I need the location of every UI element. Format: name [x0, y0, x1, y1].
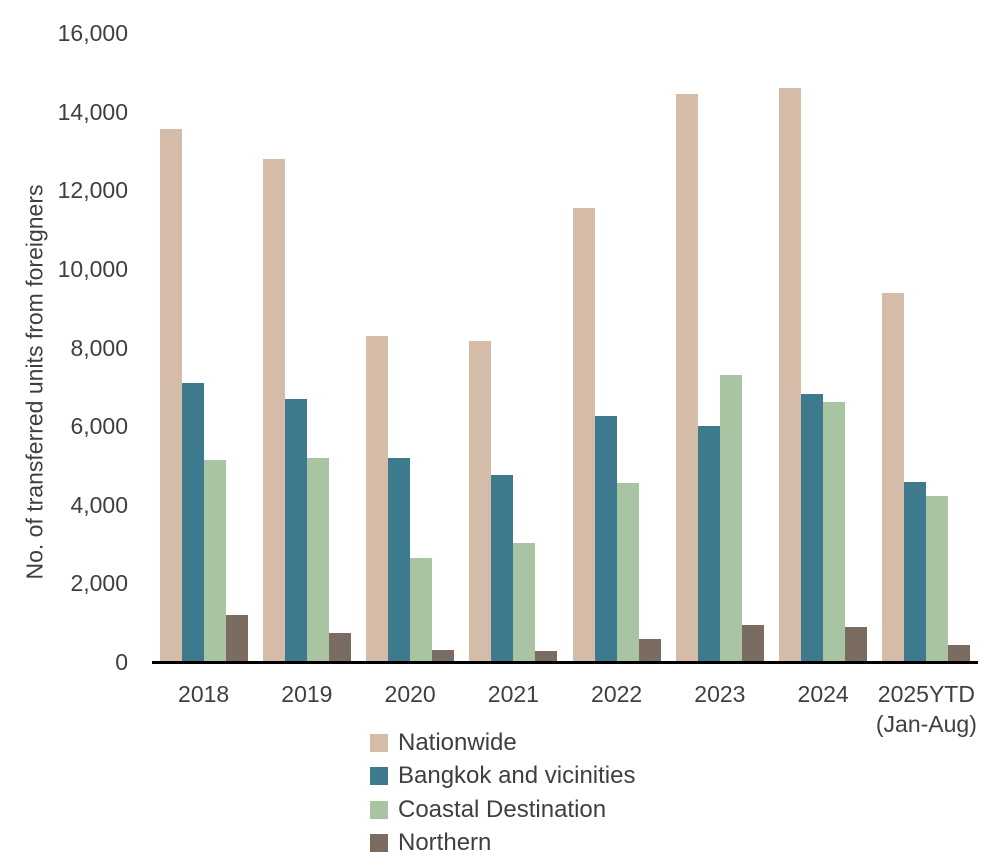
legend-label-bangkok-and-vicinities: Bangkok and vicinities	[398, 762, 636, 790]
y-tick-label-2-000: 2,000	[70, 570, 128, 597]
bar-group-2023	[668, 33, 771, 662]
legend-item-northern: Northern	[370, 827, 635, 861]
y-tick-label-6-000: 6,000	[70, 413, 128, 440]
x-tick-label-2019: 2019	[281, 681, 333, 707]
legend-swatch-nationwide	[370, 733, 388, 752]
bar-group-2018	[152, 33, 255, 662]
bar-bangkok-and-vicinities-2022	[594, 415, 617, 662]
bar-nationwide-2021	[469, 340, 492, 662]
bar-nationwide-2023	[675, 93, 698, 662]
y-tick-label-16-000: 16,000	[57, 20, 128, 46]
bar-bangkok-and-vicinities-2018	[181, 382, 204, 662]
bar-northern-2018	[225, 614, 248, 662]
x-tick-label-2023: 2023	[694, 681, 746, 707]
bar-nationwide-2018	[159, 129, 182, 662]
x-tick-label-2020: 2020	[384, 681, 436, 707]
bar-northern-2022	[638, 639, 661, 662]
bar-group-2025ytd-jan-aug	[875, 33, 978, 662]
bar-coastal-destination-2019	[306, 457, 329, 662]
bar-northern-2020	[432, 649, 455, 662]
bar-coastal-destination-2021	[513, 542, 536, 662]
y-tick-label-10-000: 10,000	[57, 255, 128, 282]
legend-swatch-bangkok-and-vicinities	[370, 767, 388, 786]
bar-nationwide-2020	[366, 335, 389, 662]
legend-label-northern: Northern	[398, 829, 492, 857]
bar-group-2020	[359, 33, 462, 662]
legend: Nationwide Bangkok and vicinities Coastal …	[370, 726, 635, 860]
bar-coastal-destination-2024	[823, 401, 846, 662]
y-tick-label-14-000: 14,000	[57, 98, 128, 125]
bar-coastal-destination-2023	[719, 375, 742, 662]
bar-bangkok-and-vicinities-2025ytd-jan-aug	[904, 482, 927, 662]
bar-nationwide-2019	[262, 158, 285, 662]
bar-group-2022	[565, 33, 668, 662]
bar-bangkok-and-vicinities-2021	[491, 474, 514, 662]
legend-swatch-coastal-destination	[370, 800, 388, 819]
y-tick-label-8-000: 8,000	[70, 334, 128, 361]
x-tick-label-2022: 2022	[591, 681, 643, 707]
plot-area	[152, 33, 978, 662]
bar-group-2024	[772, 33, 875, 662]
bar-northern-2024	[845, 627, 868, 662]
bar-nationwide-2022	[572, 207, 595, 662]
legend-label-nationwide: Nationwide	[398, 728, 517, 756]
bar-coastal-destination-2022	[616, 483, 639, 662]
y-tick-label-12-000: 12,000	[57, 177, 128, 204]
x-tick-label-2025ytd-jan-aug: 2025YTD (Jan-Aug)	[875, 681, 977, 737]
legend-item-nationwide: Nationwide	[370, 726, 635, 760]
bar-bangkok-and-vicinities-2024	[801, 393, 824, 662]
y-tick-label-0: 0	[115, 649, 128, 675]
bar-northern-2023	[741, 625, 764, 662]
bar-northern-2025ytd-jan-aug	[948, 645, 971, 662]
legend-label-coastal-destination: Coastal Destination	[398, 795, 607, 823]
bar-group-2019	[255, 33, 358, 662]
legend-swatch-northern	[370, 834, 388, 853]
bar-bangkok-and-vicinities-2019	[284, 398, 307, 662]
y-tick-label-4-000: 4,000	[70, 491, 128, 518]
bar-northern-2019	[328, 633, 351, 662]
bar-coastal-destination-2025ytd-jan-aug	[926, 495, 949, 662]
bar-northern-2021	[535, 651, 558, 662]
bar-coastal-destination-2018	[203, 459, 226, 662]
y-axis-tick-labels: 0 2,000 4,000 6,000 8,000 10,000 12,000 14,000 1…	[0, 0, 128, 868]
legend-item-bangkok-and-vicinities: Bangkok and vicinities	[370, 760, 635, 794]
bar-group-2021	[462, 33, 565, 662]
x-tick-label-2024: 2024	[797, 681, 849, 707]
legend-item-coastal-destination: Coastal Destination	[370, 793, 635, 827]
x-tick-label-2018: 2018	[178, 681, 230, 707]
bar-nationwide-2025ytd-jan-aug	[882, 293, 905, 662]
bar-coastal-destination-2020	[410, 557, 433, 662]
bar-bangkok-and-vicinities-2020	[388, 457, 411, 662]
bar-bangkok-and-vicinities-2023	[697, 426, 720, 662]
x-axis-line	[152, 661, 978, 664]
x-tick-label-2021: 2021	[487, 681, 539, 707]
bar-nationwide-2024	[779, 88, 802, 662]
